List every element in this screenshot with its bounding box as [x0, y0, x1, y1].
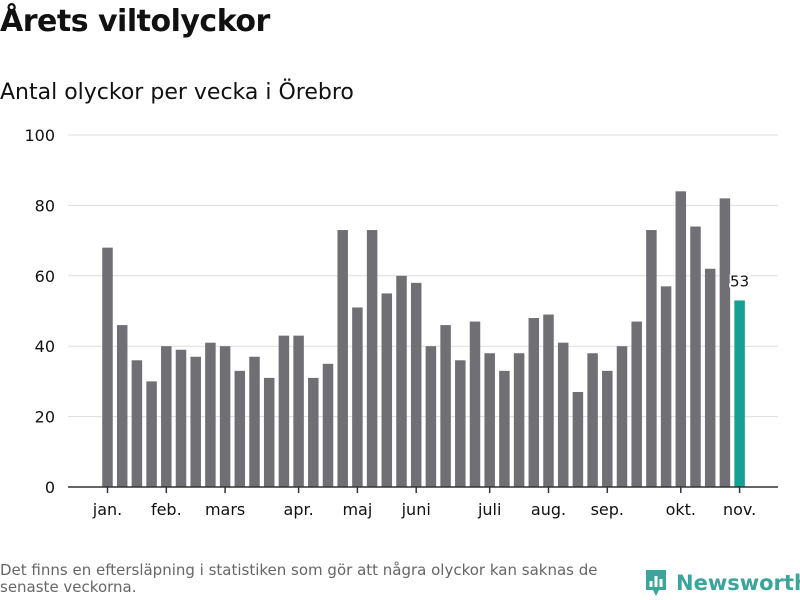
bar — [322, 363, 334, 487]
bar — [116, 325, 128, 487]
brand: Newsworthy — [644, 568, 800, 598]
bar — [455, 360, 466, 487]
gridlines — [68, 134, 778, 418]
chart-title: Årets viltolyckor — [0, 4, 270, 39]
bar — [557, 342, 569, 487]
bar — [131, 360, 143, 487]
bar — [616, 346, 628, 487]
bar — [190, 356, 201, 487]
y-tick-label: 0 — [45, 478, 55, 497]
bar — [484, 353, 495, 487]
bar — [572, 391, 584, 487]
x-tick-label: okt. — [666, 500, 696, 519]
bar — [175, 349, 187, 487]
newsworthy-logo-icon — [646, 570, 666, 596]
highlight-value-label: 53 — [730, 272, 749, 290]
bar — [660, 286, 672, 487]
bar — [513, 353, 525, 487]
annotations: 53 — [728, 270, 751, 292]
y-tick-label: 60 — [35, 267, 55, 286]
bar — [352, 307, 363, 487]
x-axis: jan. feb. mars apr. maj juni juli aug. sep. okt. n… — [68, 486, 778, 519]
x-tick-label: maj — [342, 500, 372, 519]
bar — [308, 377, 319, 487]
bar — [440, 325, 451, 487]
x-tick-label: sep. — [591, 500, 624, 519]
bar — [602, 370, 613, 487]
x-tick-label: mars — [205, 500, 245, 519]
bar — [278, 335, 290, 487]
bar — [704, 268, 716, 487]
x-tick-label: jan. — [92, 500, 122, 519]
x-tick-label: juli — [477, 500, 501, 519]
bar — [675, 191, 687, 487]
brand-name: Newsworthy — [676, 571, 800, 595]
x-tick-label: feb. — [151, 500, 182, 519]
bar — [543, 314, 554, 487]
x-tick-label: nov. — [723, 500, 756, 519]
bar — [690, 226, 701, 487]
y-axis-tick-labels: 0 20 40 60 80 100 — [24, 126, 55, 497]
bar — [381, 293, 393, 487]
bar — [234, 370, 246, 487]
bar — [646, 230, 657, 488]
x-tick-label: aug. — [531, 500, 566, 519]
bar — [719, 198, 731, 488]
bar-highlight — [734, 300, 745, 487]
bar — [469, 321, 481, 487]
bar — [161, 346, 172, 487]
bar — [146, 381, 157, 487]
y-tick-label: 40 — [35, 337, 55, 356]
bars — [102, 191, 745, 488]
bar — [102, 247, 113, 487]
x-tick-label: juni — [401, 500, 431, 519]
bar — [249, 356, 260, 487]
y-tick-label: 80 — [35, 196, 55, 215]
x-tick-label: apr. — [284, 500, 314, 519]
bar — [366, 230, 378, 488]
bar — [219, 346, 231, 487]
bar — [499, 370, 510, 487]
chart-subtitle: Antal olyckor per vecka i Örebro — [0, 80, 354, 105]
bar — [587, 353, 598, 487]
bar — [631, 321, 642, 487]
bar — [263, 377, 275, 487]
footnote: Det finns en eftersläpning i statistiken… — [0, 561, 598, 596]
bar — [410, 282, 422, 487]
y-tick-label: 20 — [35, 408, 55, 427]
bar — [205, 342, 216, 487]
bar — [528, 318, 540, 487]
y-tick-label: 100 — [24, 126, 55, 145]
bar — [293, 335, 304, 487]
bar — [396, 275, 407, 487]
bar-chart: 0 20 40 60 80 100 jan. feb. mars apr. maj juni juli… — [24, 126, 778, 519]
bar — [425, 346, 437, 487]
bar — [337, 230, 348, 488]
